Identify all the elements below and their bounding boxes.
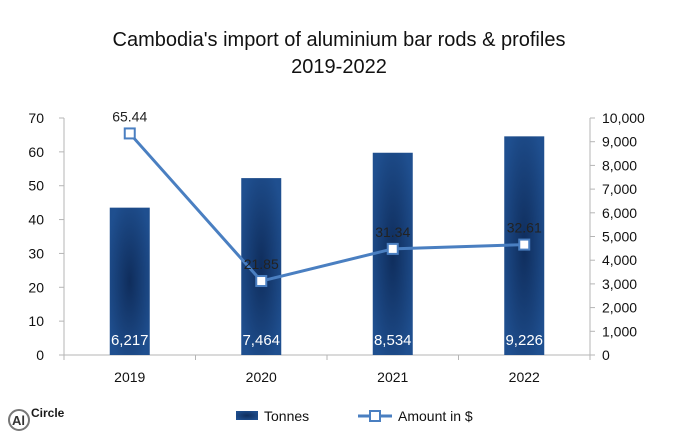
right-axis-tick-label: 5,000: [602, 229, 637, 245]
line-data-label: 21.85: [244, 256, 279, 272]
line-point-marker: [386, 242, 399, 255]
line-data-label: 31.34: [375, 224, 410, 240]
legend: Tonnes Amount in $: [236, 408, 473, 424]
x-axis-ticks: 2019 2020 2021 2022: [63, 355, 591, 385]
right-axis-tick-label: 10,000: [602, 110, 645, 126]
logo-text: Circle: [31, 406, 65, 420]
line-data-label: 32.61: [507, 220, 542, 236]
legend-label-amount: Amount in $: [398, 408, 473, 424]
bar-data-labels: 6,217 7,464 8,534 9,226: [111, 332, 543, 349]
left-axis-tick-label: 50: [28, 178, 44, 194]
x-axis-tick-label: 2022: [509, 369, 540, 385]
line-point-marker: [123, 127, 136, 140]
left-axis-tick-label: 10: [28, 313, 44, 329]
bar-data-label: 9,226: [505, 332, 543, 349]
line-amount: [128, 132, 525, 283]
line-point-marker: [255, 275, 268, 288]
left-axis-tick-label: 0: [36, 347, 44, 363]
line-point-marker: [518, 238, 531, 251]
x-axis-tick-label: 2021: [377, 369, 408, 385]
bar-data-label: 8,534: [374, 332, 412, 349]
right-axis-tick-label: 2,000: [602, 300, 637, 316]
bar-data-label: 7,464: [242, 332, 280, 349]
legend-bar-swatch: [236, 411, 258, 420]
alcircle-logo-icon: Al Circle: [8, 406, 65, 431]
left-axis-tick-label: 20: [28, 279, 44, 295]
left-axis-tick-label: 30: [28, 245, 44, 261]
right-axis-tick-label: 1,000: [602, 323, 637, 339]
left-axis-tick-label: 70: [28, 110, 44, 126]
right-axis-tick-label: 3,000: [602, 276, 637, 292]
bar-tonnes: [109, 207, 150, 355]
left-axis-tick-label: 40: [28, 212, 44, 228]
chart-title-line2: 2019-2022: [291, 56, 387, 78]
chart-title-line1: Cambodia's import of aluminium bar rods …: [113, 29, 566, 51]
left-axis-ticks: 0 10 20 30 40 50 60 70: [28, 110, 64, 363]
bar-data-label: 6,217: [111, 332, 149, 349]
right-axis-tick-label: 8,000: [602, 157, 637, 173]
x-axis-tick-label: 2020: [246, 369, 277, 385]
legend-label-tonnes: Tonnes: [264, 408, 309, 424]
x-axis-tick-label: 2019: [114, 369, 145, 385]
right-axis-ticks: 0 1,000 2,000 3,000 4,000 5,000 6,000 7,000 8,00…: [590, 110, 645, 363]
legend-marker: [369, 410, 381, 422]
right-axis-tick-label: 6,000: [602, 205, 637, 221]
right-axis-tick-label: 7,000: [602, 181, 637, 197]
right-axis-tick-label: 4,000: [602, 252, 637, 268]
left-axis-tick-label: 60: [28, 144, 44, 160]
right-axis-tick-label: 0: [602, 347, 610, 363]
logo-mark: Al: [12, 413, 25, 428]
line-data-label: 65.44: [112, 108, 147, 124]
line-series-amount: 65.44 21.85 31.34 32.61: [112, 108, 542, 288]
right-axis-tick-label: 9,000: [602, 134, 637, 150]
